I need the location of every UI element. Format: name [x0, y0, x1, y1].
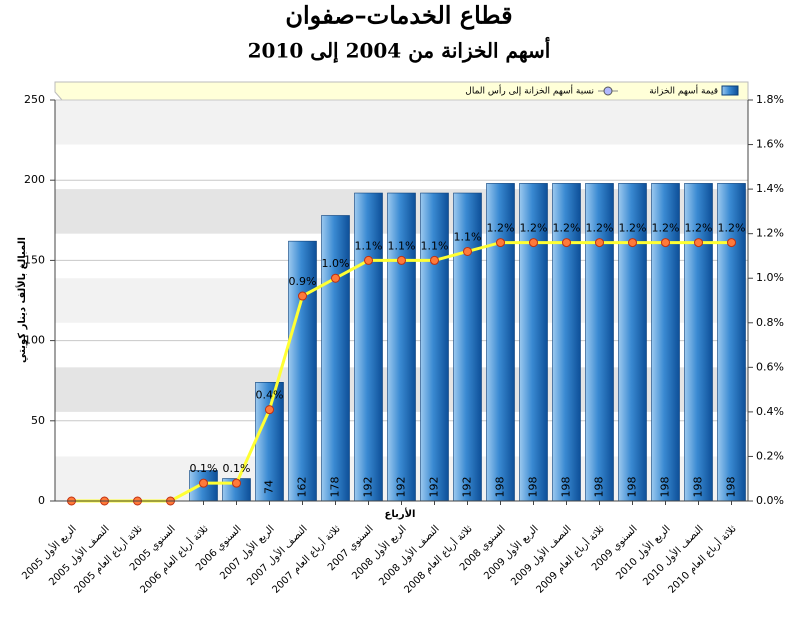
line-point	[265, 405, 274, 415]
line-value-label: 0.4%	[256, 389, 284, 402]
y2-tick-label: 1.6%	[756, 138, 784, 151]
line-point	[595, 238, 604, 248]
y-tick-label: 250	[24, 93, 45, 106]
x-tick-label: النصف الأول 2009	[508, 522, 574, 588]
legend-marker	[603, 86, 613, 96]
line-value-label: 1.1%	[355, 239, 383, 252]
bar-value-label: 198	[626, 477, 639, 498]
legend-label: قيمة أسهم الخزانة	[649, 85, 718, 97]
line-point	[331, 273, 340, 283]
line-value-label: 1.0%	[322, 257, 350, 270]
line-point	[694, 238, 703, 248]
line-point	[364, 255, 373, 265]
line-point	[199, 478, 208, 488]
line-value-label: 1.2%	[685, 222, 713, 235]
bar-value-label: 192	[395, 477, 408, 498]
line-value-label: 1.2%	[586, 222, 614, 235]
line-value-label: 1.2%	[520, 222, 548, 235]
y-tick-label: 50	[31, 414, 45, 427]
bar-value-label: 192	[362, 477, 375, 498]
chart-title: قطاع الخدمات–صفوان	[285, 1, 512, 31]
legend-swatch	[721, 85, 739, 96]
line-point	[430, 255, 439, 265]
bar-value-label: 198	[593, 477, 606, 498]
bar-value-label: 198	[527, 477, 540, 498]
legend-box	[54, 81, 749, 101]
line-value-label: 1.1%	[388, 239, 416, 252]
y-tick-label: 200	[24, 173, 45, 186]
x-tick-label: النصف الأول 2007	[244, 522, 310, 588]
y2-tick-label: 0.6%	[756, 360, 784, 373]
bar	[585, 183, 614, 502]
y-tick-label: 0	[38, 494, 45, 507]
line-point	[529, 238, 538, 248]
grid-band	[55, 100, 748, 145]
line-point	[463, 246, 472, 256]
y-tick-label: 150	[24, 253, 45, 266]
line-point	[727, 238, 736, 248]
chart-subtitle: أسهم الخزانة من 2004 إلى 2010	[248, 37, 551, 64]
bar	[354, 192, 383, 502]
bar-value-label: 198	[659, 477, 672, 498]
line-value-label: 1.2%	[619, 222, 647, 235]
y2-tick-label: 0.8%	[756, 316, 784, 329]
bar-value-label: 178	[329, 477, 342, 498]
line-point	[397, 255, 406, 265]
legend-label: نسبة أسهم الخزانة إلى رأس المال	[465, 85, 594, 97]
bar-value-label: 192	[428, 477, 441, 498]
bar	[552, 183, 581, 502]
bar-value-label: 192	[461, 477, 474, 498]
bar-value-label: 198	[560, 477, 573, 498]
bar-value-label: 198	[494, 477, 507, 498]
line-point	[232, 478, 241, 488]
y2-tick-label: 1.8%	[756, 93, 784, 106]
line-value-label: 1.2%	[553, 222, 581, 235]
y2-tick-label: 0.4%	[756, 405, 784, 418]
bar-value-label: 74	[263, 480, 276, 494]
bar-value-label: 198	[725, 477, 738, 498]
bar	[519, 183, 548, 502]
line-point	[562, 238, 571, 248]
bar-value-label: 198	[692, 477, 705, 498]
line-point	[298, 291, 307, 301]
bar-value-label: 162	[296, 477, 309, 498]
x-axis-title: الأرباع	[385, 507, 416, 520]
x-tick-label: النصف الأول 2008	[376, 522, 442, 588]
bar	[288, 240, 317, 502]
line-point	[661, 238, 670, 248]
x-tick-label: النصف الأول 2005	[46, 522, 112, 588]
bar	[651, 183, 680, 502]
y-axis-title: المبالغ بالألف دينار كويتي	[15, 237, 28, 363]
line-value-label: 1.2%	[487, 222, 515, 235]
y2-tick-label: 1.2%	[756, 227, 784, 240]
y2-tick-label: 0.2%	[756, 449, 784, 462]
line-value-label: 0.1%	[190, 462, 218, 475]
line-value-label: 1.1%	[454, 230, 482, 243]
x-tick-label: النصف الأول 2010	[640, 522, 706, 588]
bar	[486, 183, 515, 502]
bar	[684, 183, 713, 502]
y2-tick-label: 0.0%	[756, 494, 784, 507]
y2-tick-label: 1.0%	[756, 271, 784, 284]
line-value-label: 1.1%	[421, 239, 449, 252]
line-value-label: 1.2%	[718, 222, 746, 235]
line-point	[628, 238, 637, 248]
bar	[717, 183, 746, 502]
y-tick-label: 100	[24, 334, 45, 347]
line-point	[496, 238, 505, 248]
line-value-label: 0.1%	[223, 462, 251, 475]
y2-tick-label: 1.4%	[756, 182, 784, 195]
line-value-label: 1.2%	[652, 222, 680, 235]
line-value-label: 0.9%	[289, 275, 317, 288]
bar	[453, 192, 482, 502]
